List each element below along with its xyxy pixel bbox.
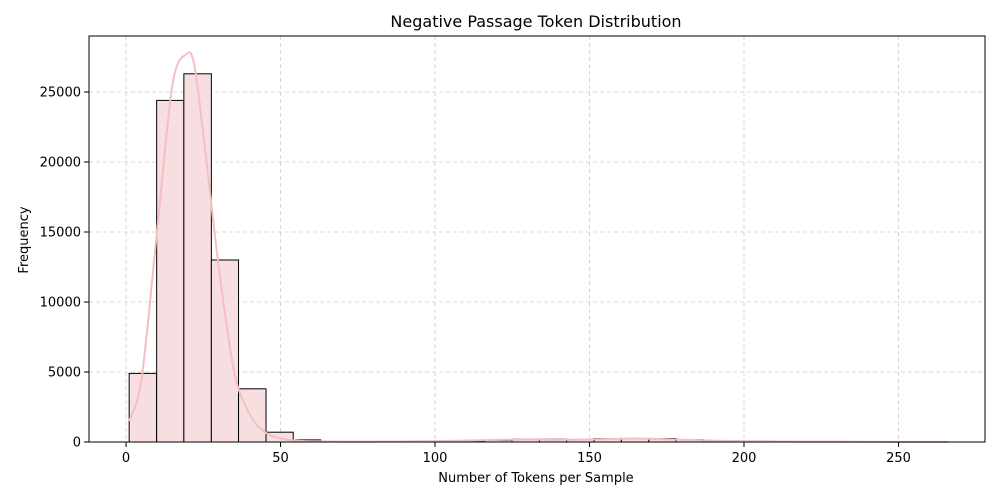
x-tick-label: 0 bbox=[122, 451, 130, 466]
y-tick-label: 15000 bbox=[40, 226, 81, 241]
histogram-bar bbox=[238, 388, 267, 443]
y-tick-label: 10000 bbox=[40, 296, 81, 311]
x-axis-label: Number of Tokens per Sample bbox=[438, 471, 633, 486]
x-axis-ticks: 0 50 100 150 200 250 bbox=[122, 442, 911, 466]
histogram-bar bbox=[183, 73, 212, 443]
y-tick-label: 20000 bbox=[40, 156, 81, 171]
y-axis-label: Frequency bbox=[17, 206, 32, 273]
histogram-bar bbox=[210, 259, 240, 443]
y-tick-label: 5000 bbox=[48, 366, 81, 381]
x-tick-label: 250 bbox=[886, 451, 911, 466]
x-tick-label: 150 bbox=[577, 451, 602, 466]
y-tick-label: 0 bbox=[73, 436, 81, 451]
x-tick-label: 200 bbox=[732, 451, 757, 466]
histogram-bars bbox=[128, 73, 950, 443]
y-tick-label: 25000 bbox=[40, 86, 81, 101]
x-tick-label: 100 bbox=[423, 451, 448, 466]
chart-title: Negative Passage Token Distribution bbox=[390, 12, 681, 31]
kde-curve bbox=[128, 51, 948, 443]
histogram-bar bbox=[128, 372, 158, 443]
x-tick-label: 50 bbox=[272, 451, 289, 466]
plot-frame bbox=[88, 35, 986, 443]
y-axis-ticks: 0 5000 10000 15000 20000 25000 bbox=[40, 86, 89, 451]
histogram-bar bbox=[156, 99, 185, 443]
